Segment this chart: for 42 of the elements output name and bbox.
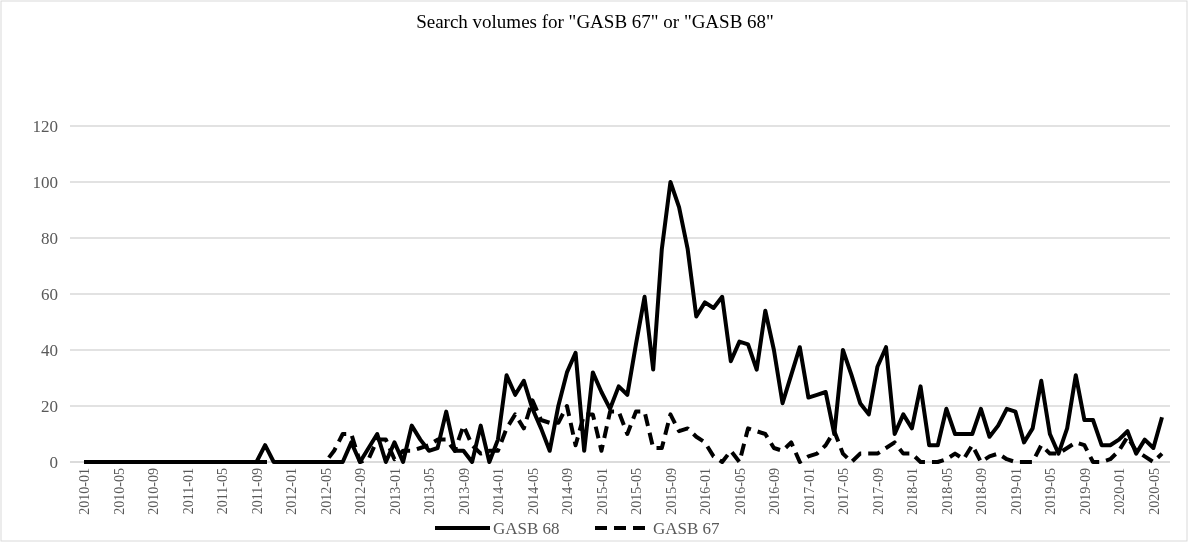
x-tick-label: 2012-01 [284,468,300,515]
x-tick-label: 2016-05 [732,468,748,515]
legend-label: GASB 68 [493,519,560,538]
x-tick-label: 2010-09 [146,468,162,515]
x-tick-label: 2013-09 [456,468,472,515]
x-tick-label: 2017-05 [836,468,852,515]
x-tick-label: 2015-05 [629,468,645,515]
x-tick-label: 2013-01 [387,468,403,515]
x-tick-label: 2019-05 [1043,468,1059,515]
y-tick-label: 100 [32,172,58,192]
x-tick-label: 2010-05 [111,468,127,515]
chart-title: Search volumes for "GASB 67" or "GASB 68" [416,11,774,32]
x-tick-label: 2017-09 [870,468,886,515]
y-tick-label: 0 [49,452,58,472]
x-tick-label: 2016-09 [767,468,783,515]
x-tick-label: 2018-05 [939,468,955,515]
legend-label: GASB 67 [653,519,721,538]
x-tick-label: 2017-01 [801,468,817,515]
y-tick-label: 80 [41,228,58,248]
y-tick-label: 40 [41,340,58,360]
x-tick-label: 2011-09 [249,468,265,515]
x-tick-label: 2018-01 [905,468,921,515]
x-tick-label: 2011-05 [215,468,231,515]
y-tick-label: 120 [32,116,58,136]
x-tick-label: 2011-01 [180,468,196,515]
x-tick-label: 2012-05 [318,468,334,515]
x-tick-label: 2014-09 [560,468,576,515]
x-tick-label: 2018-09 [974,468,990,515]
x-tick-label: 2020-05 [1146,468,1162,515]
x-tick-label: 2020-01 [1112,468,1128,515]
x-tick-label: 2016-01 [698,468,714,515]
y-tick-label: 20 [41,396,58,416]
x-tick-label: 2019-09 [1077,468,1093,515]
x-tick-label: 2015-09 [663,468,679,515]
x-tick-label: 2015-01 [594,468,610,515]
x-tick-label: 2019-01 [1008,468,1024,515]
y-tick-label: 60 [41,284,58,304]
x-tick-label: 2012-09 [353,468,369,515]
x-tick-label: 2014-01 [491,468,507,515]
x-tick-label: 2013-05 [422,468,438,515]
x-tick-label: 2010-01 [77,468,93,515]
x-tick-label: 2014-05 [525,468,541,515]
